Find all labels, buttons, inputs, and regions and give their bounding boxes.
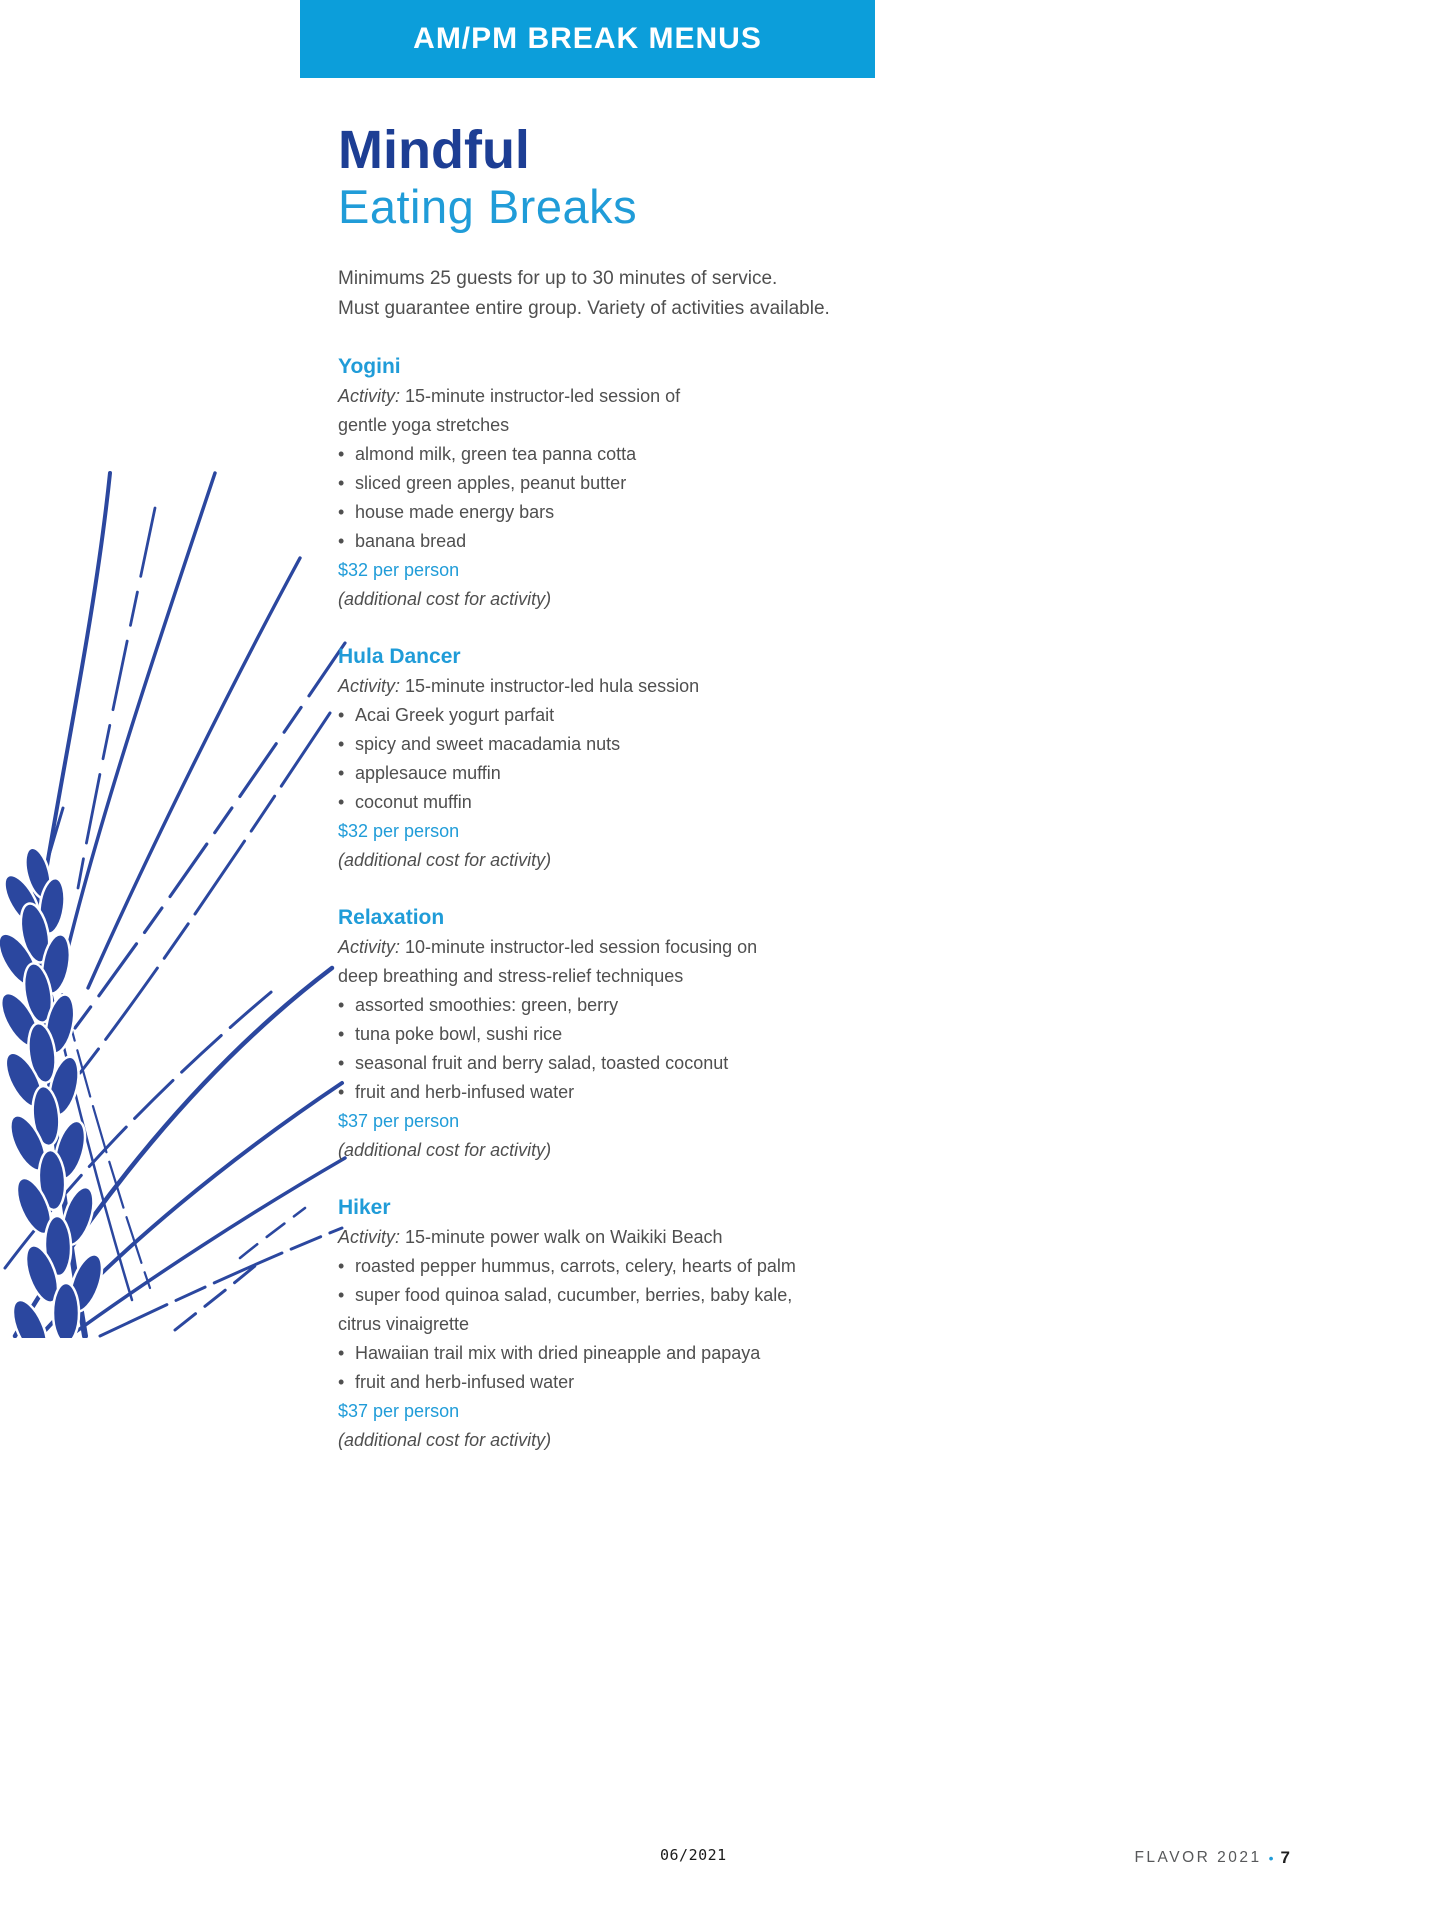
menu-item: applesauce muffin [338,759,878,788]
activity-line: Activity: 15-minute instructor-led sessio… [338,382,878,440]
menu-item: tuna poke bowl, sushi rice [338,1020,878,1049]
section-body: Activity: 15-minute instructor-led hula s… [338,672,878,875]
menu-item: roasted pepper hummus, carrots, celery, … [338,1252,878,1281]
page-title-secondary: Eating Breaks [338,180,638,233]
activity-cost-note: (additional cost for activity) [338,589,552,609]
menu-item: fruit and herb-infused water [338,1368,878,1397]
activity-line: Activity: 15-minute instructor-led hula s… [338,672,878,701]
menu-item: house made energy bars [338,498,878,527]
menu-item: sliced green apples, peanut butter [338,469,878,498]
activity-label: Activity: [338,937,401,957]
menu-item: seasonal fruit and berry salad, toasted … [338,1049,878,1078]
banner-title: AM/PM BREAK MENUS [413,22,762,55]
activity-text: 15-minute instructor-led session of gent… [338,386,681,435]
footer-date: 06/2021 [660,1846,727,1864]
menu-item: spicy and sweet macadamia nuts [338,730,878,759]
activity-text: 10-minute instructor-led session focusin… [338,937,758,986]
activity-label: Activity: [338,1227,401,1247]
activity-text: 15-minute instructor-led hula session [405,676,700,696]
intro-text: Minimums 25 guests for up to 30 minutes … [338,268,830,319]
activity-line: Activity: 15-minute power walk on Waikiki… [338,1223,878,1252]
publication-name: FLAVOR 2021 [1134,1849,1262,1866]
activity-label: Activity: [338,386,401,406]
activity-cost-note: (additional cost for activity) [338,1430,552,1450]
menu-section-hula-dancer: Hula Dancer Activity: 15-minute instructo… [338,641,878,875]
footer-publication-info: FLAVOR 2021 • 7 [1134,1848,1290,1868]
page-number: 7 [1280,1848,1290,1867]
menu-item: almond milk, green tea panna cotta [338,440,878,469]
section-body: Activity: 10-minute instructor-led sessio… [338,933,878,1165]
menu-item: super food quinoa salad, cucumber, berri… [338,1281,878,1339]
price-text: $32 per person [338,821,460,841]
main-content: Mindful Eating Breaks Minimums 25 guests… [338,122,878,1455]
section-heading: Relaxation [338,906,445,929]
section-heading: Yogini [338,355,401,378]
activity-text: 15-minute power walk on Waikiki Beach [405,1227,723,1247]
price-text: $32 per person [338,560,460,580]
menu-item: assorted smoothies: green, berry [338,991,878,1020]
price-text: $37 per person [338,1401,460,1421]
menu-item: banana bread [338,527,878,556]
activity-cost-note: (additional cost for activity) [338,850,552,870]
activity-cost-note: (additional cost for activity) [338,1140,552,1160]
section-body: Activity: 15-minute power walk on Waikiki… [338,1223,878,1455]
section-body: Activity: 15-minute instructor-led sessio… [338,382,878,614]
menu-item: Hawaiian trail mix with dried pineapple … [338,1339,878,1368]
activity-line: Activity: 10-minute instructor-led sessio… [338,933,878,991]
menu-item: fruit and herb-infused water [338,1078,878,1107]
wheat-illustration [0,471,347,1338]
menu-section-relaxation: Relaxation Activity: 10-minute instructor… [338,902,878,1165]
menu-section-hiker: Hiker Activity: 15-minute power walk on W… [338,1192,878,1455]
menu-item: Acai Greek yogurt parfait [338,701,878,730]
menu-item: coconut muffin [338,788,878,817]
menu-section-yogini: Yogini Activity: 15-minute instructor-led… [338,351,878,614]
price-text: $37 per person [338,1111,460,1131]
activity-label: Activity: [338,676,401,696]
section-heading: Hula Dancer [338,645,461,668]
header-banner: AM/PM BREAK MENUS [300,0,875,78]
page-title-primary: Mindful [338,120,530,180]
footer-separator-dot: • [1268,1850,1274,1866]
section-heading: Hiker [338,1196,391,1219]
